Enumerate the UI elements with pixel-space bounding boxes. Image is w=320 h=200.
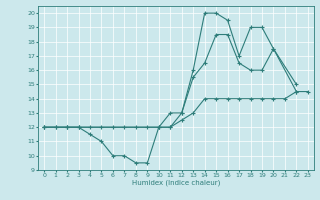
X-axis label: Humidex (Indice chaleur): Humidex (Indice chaleur) (132, 180, 220, 186)
